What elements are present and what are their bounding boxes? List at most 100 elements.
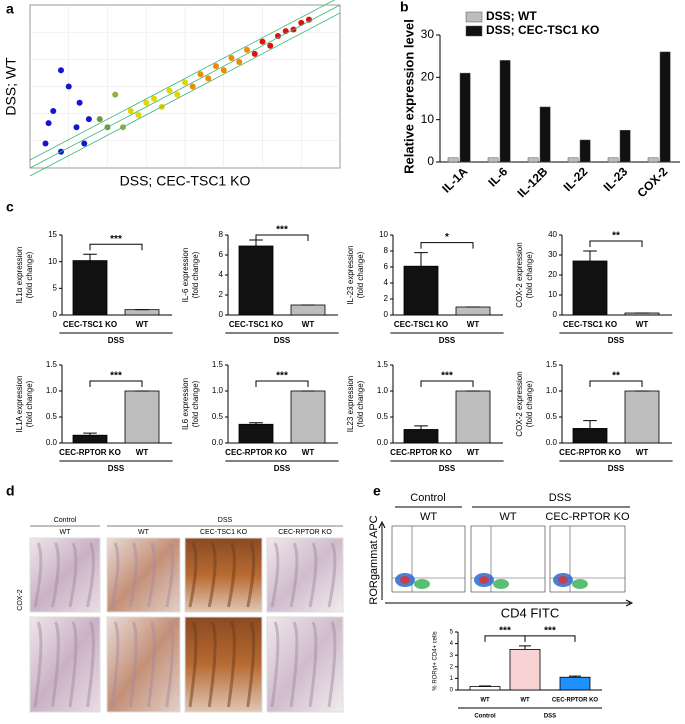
group-header: DSS — [218, 517, 233, 524]
significance-bracket — [89, 380, 143, 387]
tissue-fold — [308, 542, 318, 608]
tissue-fold — [110, 542, 120, 608]
error-bar — [519, 645, 531, 650]
cell-cluster — [400, 576, 410, 584]
y-tick-label: 6 — [219, 250, 224, 259]
y-axis-label: Relative expression level — [401, 19, 416, 174]
point — [151, 95, 157, 102]
y-axis-label: IL1A expression — [15, 376, 24, 433]
tissue-fold — [207, 542, 217, 608]
significance-bracket — [89, 243, 143, 251]
tissue-fold — [128, 542, 138, 608]
fold-line — [29, 4, 341, 169]
panel-label: b — [400, 0, 409, 15]
group-label: DSS — [608, 336, 625, 345]
x-tick-label: IL-1A — [439, 164, 470, 195]
significance-label: ** — [612, 231, 620, 242]
tissue-fold — [51, 542, 60, 608]
x-tick-label: IL-23 — [601, 164, 631, 194]
x-tick-label: CEC-TSC1 KO — [563, 320, 617, 329]
error-bar — [83, 253, 97, 261]
y-axis-label: (fold change) — [356, 380, 365, 427]
y-axis-label: (fold change) — [525, 380, 534, 427]
x-tick-label: WT — [302, 320, 315, 329]
y-tick-label: 0 — [427, 154, 434, 168]
tissue-fold — [327, 542, 337, 608]
point — [220, 67, 227, 74]
point — [65, 83, 72, 90]
tissue-fold — [270, 542, 280, 608]
y-axis-label: DSS; WT — [3, 57, 19, 116]
point — [228, 54, 235, 61]
point — [76, 99, 83, 106]
y-tick-label: 1.5 — [377, 360, 389, 369]
column-label: WT — [499, 511, 516, 523]
bar — [72, 260, 108, 316]
x-tick-label: WT — [636, 320, 649, 329]
y-tick-label: 2 — [384, 294, 389, 303]
x-tick-label: CEC-TSC1 KO — [394, 320, 448, 329]
panel-label: e — [373, 483, 381, 499]
y-tick-label: 30 — [421, 27, 435, 41]
bar — [290, 390, 326, 444]
column-label: WT — [420, 511, 437, 523]
group-label: DSS — [439, 464, 456, 473]
significance-label: *** — [110, 371, 122, 382]
axis-arrow — [385, 599, 634, 607]
tissue-fold — [246, 621, 256, 708]
tissue-fold — [308, 621, 318, 708]
point — [189, 83, 196, 90]
significance-label: *** — [110, 234, 122, 245]
significance-label: *** — [276, 371, 288, 382]
point — [251, 50, 258, 57]
point — [267, 42, 274, 49]
point — [143, 99, 150, 106]
tissue-fold — [165, 621, 175, 708]
y-tick-label: 10 — [548, 290, 557, 299]
panel-label: d — [6, 483, 15, 499]
x-tick-label: CEC-TSC1 KO — [229, 320, 283, 329]
error-bar — [249, 422, 263, 425]
tissue-fold — [270, 621, 280, 708]
y-tick-label: 0.0 — [546, 438, 558, 447]
tissue-fold — [68, 621, 78, 708]
fold-line — [29, 0, 336, 161]
group-header: DSS — [549, 492, 572, 504]
y-tick-label: 1.0 — [212, 386, 224, 395]
significance-label: *** — [441, 371, 453, 382]
bar — [572, 260, 608, 316]
x-tick-label: WT — [136, 448, 149, 457]
point — [42, 140, 49, 147]
point — [135, 112, 142, 119]
tissue-fold — [128, 621, 138, 708]
group-label: DSS — [544, 714, 556, 719]
x-tick-label: WT — [136, 320, 149, 329]
significance-label: *** — [499, 626, 511, 637]
column-label: CEC-RPTOR KO — [278, 529, 332, 536]
bar — [659, 51, 671, 163]
y-axis-label: (fold change) — [356, 251, 365, 298]
bar — [447, 157, 459, 163]
tissue-fold — [227, 542, 236, 608]
y-tick-label: 20 — [421, 70, 435, 84]
group-label: DSS — [439, 336, 456, 345]
y-axis-label: COX-2 expression — [515, 242, 524, 307]
group-label: DSS — [108, 336, 125, 345]
significance-label: *** — [276, 225, 288, 236]
point — [275, 32, 281, 39]
y-axis-label: IL1α expression — [15, 247, 24, 304]
y-tick-label: 1.5 — [212, 360, 224, 369]
y-axis-label: IL-23 expression — [346, 245, 355, 304]
y-axis-label: (fold change) — [25, 380, 34, 427]
error-bar — [83, 432, 97, 436]
tissue-fold — [289, 542, 299, 608]
significance-bracket — [420, 242, 474, 249]
y-axis-label: (fold change) — [191, 251, 200, 298]
y-tick-label: 0.5 — [46, 412, 58, 421]
error-bar — [569, 675, 581, 678]
y-tick-label: 40 — [548, 230, 557, 239]
y-tick-label: 1 — [450, 676, 454, 682]
tissue-fold — [86, 542, 95, 608]
x-tick-label: WT — [467, 448, 480, 457]
